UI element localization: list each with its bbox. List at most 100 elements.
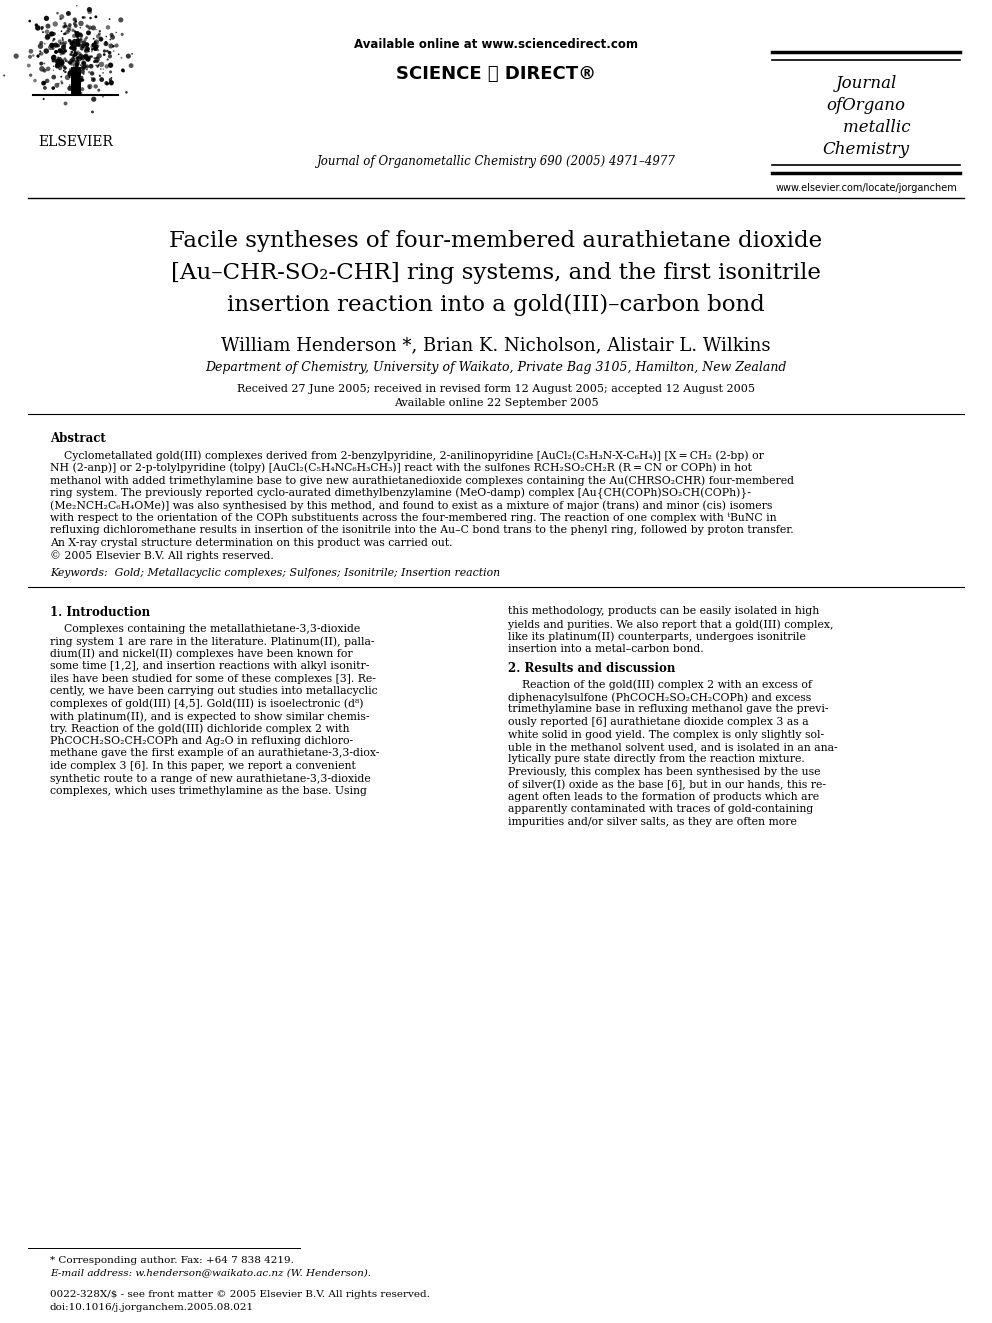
Circle shape (63, 102, 67, 106)
Circle shape (97, 65, 99, 66)
Circle shape (83, 16, 86, 19)
Circle shape (61, 45, 65, 50)
Circle shape (64, 33, 66, 36)
Circle shape (94, 45, 99, 49)
Text: with platinum(II), and is expected to show similar chemis-: with platinum(II), and is expected to sh… (50, 710, 369, 721)
Circle shape (52, 58, 56, 62)
Circle shape (73, 49, 76, 52)
Circle shape (105, 82, 109, 86)
Circle shape (106, 50, 109, 53)
Circle shape (51, 54, 57, 61)
Circle shape (78, 57, 81, 60)
Circle shape (78, 33, 82, 36)
Circle shape (42, 81, 46, 86)
Circle shape (87, 9, 92, 15)
Circle shape (84, 42, 89, 48)
Circle shape (77, 52, 81, 56)
Circle shape (74, 75, 76, 77)
Circle shape (81, 62, 84, 65)
Circle shape (78, 54, 84, 60)
Circle shape (85, 49, 87, 50)
Text: uble in the methanol solvent used, and is isolated in an ana-: uble in the methanol solvent used, and i… (508, 742, 837, 751)
Circle shape (63, 66, 66, 70)
Circle shape (69, 46, 72, 49)
Circle shape (81, 16, 84, 19)
Text: ously reported [6] aurathietane dioxide complex 3 as a: ously reported [6] aurathietane dioxide … (508, 717, 808, 728)
Circle shape (52, 48, 55, 50)
Circle shape (88, 28, 90, 29)
Circle shape (103, 53, 105, 56)
Circle shape (113, 50, 114, 52)
Text: impurities and/or silver salts, as they are often more: impurities and/or silver salts, as they … (508, 818, 797, 827)
Circle shape (45, 78, 50, 83)
Circle shape (91, 97, 96, 102)
Circle shape (77, 44, 79, 46)
Circle shape (71, 29, 74, 32)
Circle shape (97, 89, 100, 91)
Circle shape (85, 65, 89, 69)
Circle shape (108, 44, 113, 49)
Circle shape (98, 33, 101, 36)
Circle shape (53, 38, 56, 41)
Circle shape (52, 57, 54, 60)
Circle shape (92, 42, 97, 48)
Circle shape (102, 95, 104, 98)
Circle shape (45, 34, 51, 40)
Circle shape (68, 22, 71, 26)
Circle shape (70, 48, 72, 50)
Circle shape (88, 71, 90, 74)
Circle shape (71, 46, 74, 48)
Circle shape (41, 29, 43, 30)
Text: insertion reaction into a gold(III)–carbon bond: insertion reaction into a gold(III)–carb… (227, 294, 765, 316)
Bar (28, 25, 123, 130)
Circle shape (39, 53, 41, 56)
Circle shape (64, 44, 66, 45)
Circle shape (62, 37, 63, 38)
Text: apparently contaminated with traces of gold-containing: apparently contaminated with traces of g… (508, 804, 813, 815)
Circle shape (87, 83, 92, 89)
Text: Cyclometallated gold(III) complexes derived from 2-benzylpyridine, 2-anilinopyri: Cyclometallated gold(III) complexes deri… (50, 450, 764, 460)
Circle shape (88, 87, 90, 89)
Circle shape (52, 86, 56, 90)
Circle shape (83, 38, 87, 41)
Circle shape (79, 91, 82, 95)
Text: E-mail address: w.henderson@waikato.ac.nz (W. Henderson).: E-mail address: w.henderson@waikato.ac.n… (50, 1267, 371, 1277)
Circle shape (53, 54, 56, 57)
Circle shape (80, 65, 81, 66)
Circle shape (65, 61, 66, 62)
Circle shape (40, 62, 44, 66)
Circle shape (103, 49, 106, 53)
Circle shape (46, 24, 51, 29)
Text: Available online at www.sciencedirect.com: Available online at www.sciencedirect.co… (354, 38, 638, 52)
Circle shape (75, 33, 80, 38)
Circle shape (80, 56, 85, 61)
Circle shape (105, 36, 107, 37)
Circle shape (74, 66, 79, 70)
Circle shape (68, 61, 72, 65)
Circle shape (65, 11, 70, 16)
Circle shape (110, 33, 114, 37)
Text: Previously, this complex has been synthesised by the use: Previously, this complex has been synthe… (508, 767, 820, 777)
Circle shape (28, 54, 32, 58)
Circle shape (94, 57, 100, 62)
Circle shape (85, 36, 88, 40)
Circle shape (80, 87, 84, 91)
Circle shape (3, 74, 5, 77)
Circle shape (77, 38, 82, 44)
Circle shape (97, 49, 99, 52)
Circle shape (64, 70, 66, 73)
Text: lytically pure state directly from the reaction mixture.: lytically pure state directly from the r… (508, 754, 805, 765)
Circle shape (86, 69, 87, 70)
Circle shape (60, 15, 64, 20)
Circle shape (73, 30, 76, 33)
Circle shape (99, 38, 102, 41)
Circle shape (110, 77, 112, 79)
Circle shape (110, 34, 115, 40)
Circle shape (95, 65, 97, 66)
Circle shape (74, 75, 79, 81)
Circle shape (73, 77, 77, 81)
Circle shape (69, 53, 72, 56)
Text: ring system. The previously reported cyclo-aurated dimethylbenzylamine (MeO-damp: ring system. The previously reported cyc… (50, 487, 751, 499)
Circle shape (64, 74, 70, 81)
Circle shape (74, 30, 80, 36)
